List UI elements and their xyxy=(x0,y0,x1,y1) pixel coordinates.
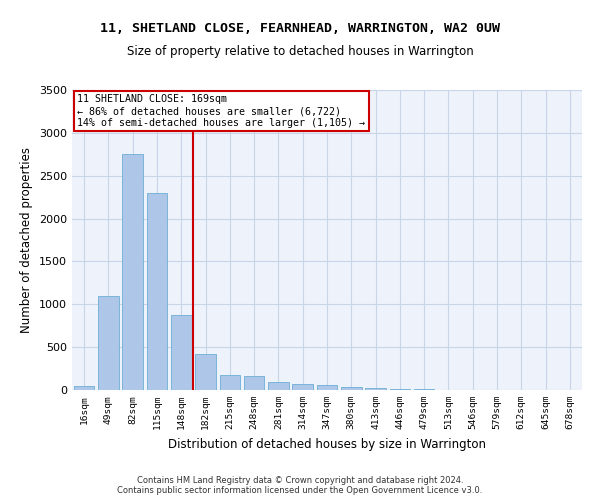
Y-axis label: Number of detached properties: Number of detached properties xyxy=(20,147,34,333)
Bar xyxy=(317,386,337,390)
Bar xyxy=(171,314,191,390)
Bar xyxy=(74,386,94,390)
Bar xyxy=(268,382,289,390)
Bar xyxy=(244,376,265,390)
Bar xyxy=(341,386,362,390)
Bar xyxy=(146,193,167,390)
Text: Contains HM Land Registry data © Crown copyright and database right 2024.
Contai: Contains HM Land Registry data © Crown c… xyxy=(118,476,482,495)
Bar xyxy=(220,376,240,390)
Bar xyxy=(195,354,216,390)
Text: 11 SHETLAND CLOSE: 169sqm
← 86% of detached houses are smaller (6,722)
14% of se: 11 SHETLAND CLOSE: 169sqm ← 86% of detac… xyxy=(77,94,365,128)
Text: Size of property relative to detached houses in Warrington: Size of property relative to detached ho… xyxy=(127,45,473,58)
Bar xyxy=(365,388,386,390)
Bar xyxy=(122,154,143,390)
Bar xyxy=(98,296,119,390)
Bar xyxy=(389,389,410,390)
Bar xyxy=(292,384,313,390)
Text: 11, SHETLAND CLOSE, FEARNHEAD, WARRINGTON, WA2 0UW: 11, SHETLAND CLOSE, FEARNHEAD, WARRINGTO… xyxy=(100,22,500,36)
X-axis label: Distribution of detached houses by size in Warrington: Distribution of detached houses by size … xyxy=(168,438,486,450)
